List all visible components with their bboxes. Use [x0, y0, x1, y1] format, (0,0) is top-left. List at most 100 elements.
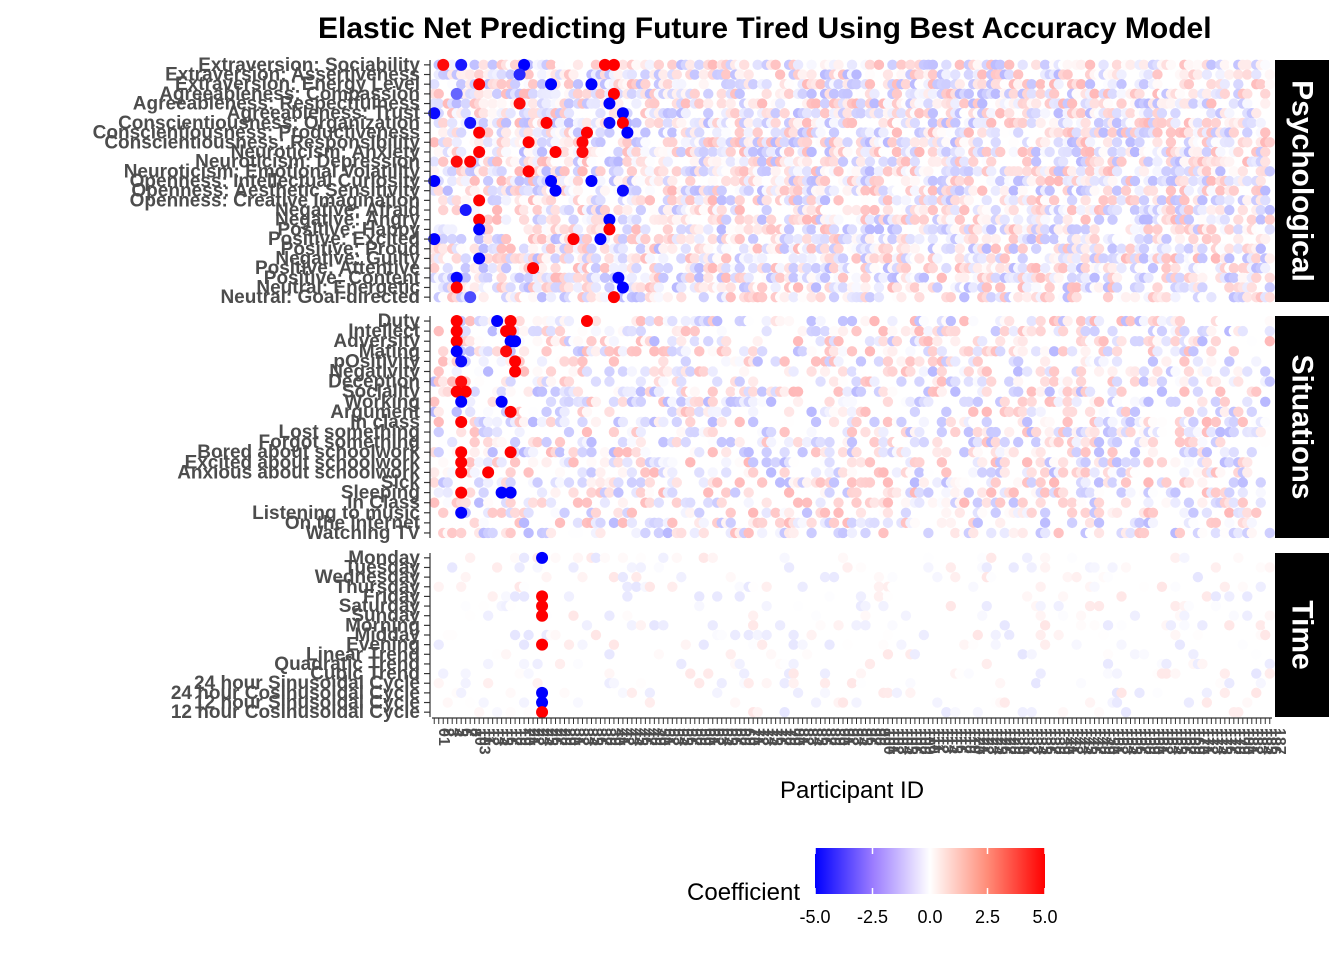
background-cell [810, 447, 822, 458]
background-cell [801, 436, 813, 448]
data-cell [536, 706, 549, 719]
background-cell [797, 346, 808, 357]
background-cell [860, 406, 871, 418]
background-cell [563, 156, 575, 167]
background-cell [626, 272, 638, 283]
background-cell [523, 127, 534, 138]
background-cell [900, 262, 912, 274]
background-cell [905, 356, 916, 367]
background-cell [631, 146, 642, 158]
background-cell [1156, 386, 1168, 397]
background-cell [846, 315, 858, 327]
background-cell [1008, 325, 1019, 337]
background-cell [1116, 262, 1127, 274]
background-cell [694, 396, 705, 407]
background-cell [941, 507, 952, 518]
background-cell [864, 166, 876, 177]
background-cell [891, 88, 903, 100]
background-cell [1147, 376, 1159, 387]
background-cell [541, 436, 552, 448]
background-cell [676, 224, 687, 235]
background-cell [451, 366, 462, 377]
background-cell [1071, 233, 1082, 245]
background-cell [1197, 406, 1208, 418]
background-cell [505, 477, 516, 488]
background-cell [478, 243, 489, 254]
background-cell [815, 185, 826, 196]
background-cell [752, 706, 763, 718]
background-cell [604, 697, 615, 708]
background-cell [900, 79, 912, 90]
background-cell [756, 282, 768, 293]
background-cell [1183, 366, 1195, 377]
background-cell [1246, 527, 1257, 539]
background-cell [451, 195, 462, 206]
background-cell [918, 137, 930, 148]
background-cell [972, 166, 983, 177]
background-cell [482, 175, 494, 187]
background-cell [941, 262, 952, 274]
background-cell [981, 282, 992, 293]
background-cell [887, 325, 898, 337]
background-cell [590, 253, 602, 264]
background-cell [1102, 649, 1114, 660]
background-cell [523, 69, 534, 80]
background-cell [1098, 356, 1109, 367]
background-cell [451, 406, 462, 418]
background-cell [662, 79, 674, 90]
background-cell [1021, 457, 1033, 468]
background-cell [698, 477, 709, 488]
background-cell [914, 487, 925, 498]
background-cell [1035, 79, 1046, 90]
background-cell [1264, 620, 1275, 631]
background-cell [860, 315, 871, 327]
background-cell [999, 79, 1010, 90]
background-cell [577, 571, 588, 583]
background-cell [667, 336, 678, 347]
background-cell [738, 59, 750, 71]
background-cell [873, 356, 885, 367]
background-cell [752, 356, 763, 367]
data-cell [527, 262, 540, 275]
background-cell [936, 386, 948, 397]
background-cell [1156, 376, 1168, 387]
background-cell [644, 59, 656, 71]
background-cell [626, 366, 638, 377]
background-cell [1107, 262, 1118, 274]
background-cell [788, 639, 799, 650]
background-cell [932, 477, 943, 488]
background-cell [1116, 88, 1127, 100]
background-cell [460, 175, 471, 187]
background-cell [1224, 253, 1235, 264]
background-cell [1048, 366, 1060, 377]
background-cell [864, 156, 876, 167]
background-cell [550, 156, 561, 167]
background-cell [635, 175, 647, 187]
background-cell [747, 610, 759, 621]
background-cell [617, 253, 629, 264]
background-cell [815, 79, 826, 90]
background-cell [635, 678, 647, 689]
background-cell [878, 467, 889, 478]
background-cell [438, 668, 449, 679]
background-cell [941, 497, 952, 508]
background-cell [887, 315, 898, 327]
background-cell [514, 166, 525, 177]
background-cell [604, 127, 615, 138]
background-cell [927, 204, 939, 216]
background-cell [725, 79, 736, 90]
background-cell [496, 507, 507, 518]
background-cell [1066, 507, 1078, 518]
background-cell [730, 697, 741, 708]
background-cell [658, 436, 669, 448]
background-cell [752, 629, 763, 641]
background-cell [986, 356, 997, 367]
background-cell [851, 166, 862, 177]
background-cell [478, 356, 489, 367]
background-cell [909, 137, 921, 148]
background-cell [599, 571, 611, 583]
background-cell [1107, 243, 1118, 254]
background-cell [801, 497, 813, 508]
background-cell [864, 127, 876, 138]
background-cell [1188, 416, 1199, 428]
